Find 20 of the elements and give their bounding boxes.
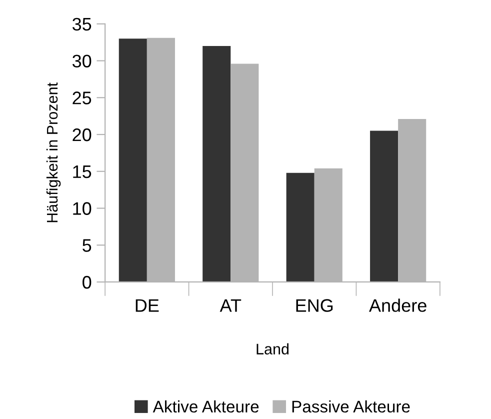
- y-tick-label: 5: [82, 239, 92, 252]
- bar: [202, 46, 231, 282]
- bar: [118, 38, 147, 282]
- y-tick-label: 25: [72, 92, 92, 104]
- y-tick-label: 0: [82, 276, 92, 289]
- legend-label: Aktive Akteure: [152, 400, 259, 413]
- x-tick-label: DE: [136, 299, 159, 312]
- bar: [370, 130, 398, 282]
- y-tick-label: 15: [73, 165, 92, 178]
- y-axis-title: Häufigkeit in Prozent: [46, 82, 61, 222]
- x-tick-label: Andere: [369, 298, 426, 312]
- bar: [286, 172, 314, 282]
- x-tick-label: ENG: [296, 299, 333, 312]
- x-axis-title: Land: [256, 343, 289, 354]
- y-tick-label: 10: [73, 202, 92, 215]
- y-tick-label: 35: [72, 18, 92, 31]
- y-tick-label: 20: [72, 128, 92, 142]
- y-tick-label: 30: [72, 54, 92, 68]
- x-tick-label: AT: [220, 299, 242, 312]
- legend-label: Passive Akteure: [292, 400, 410, 413]
